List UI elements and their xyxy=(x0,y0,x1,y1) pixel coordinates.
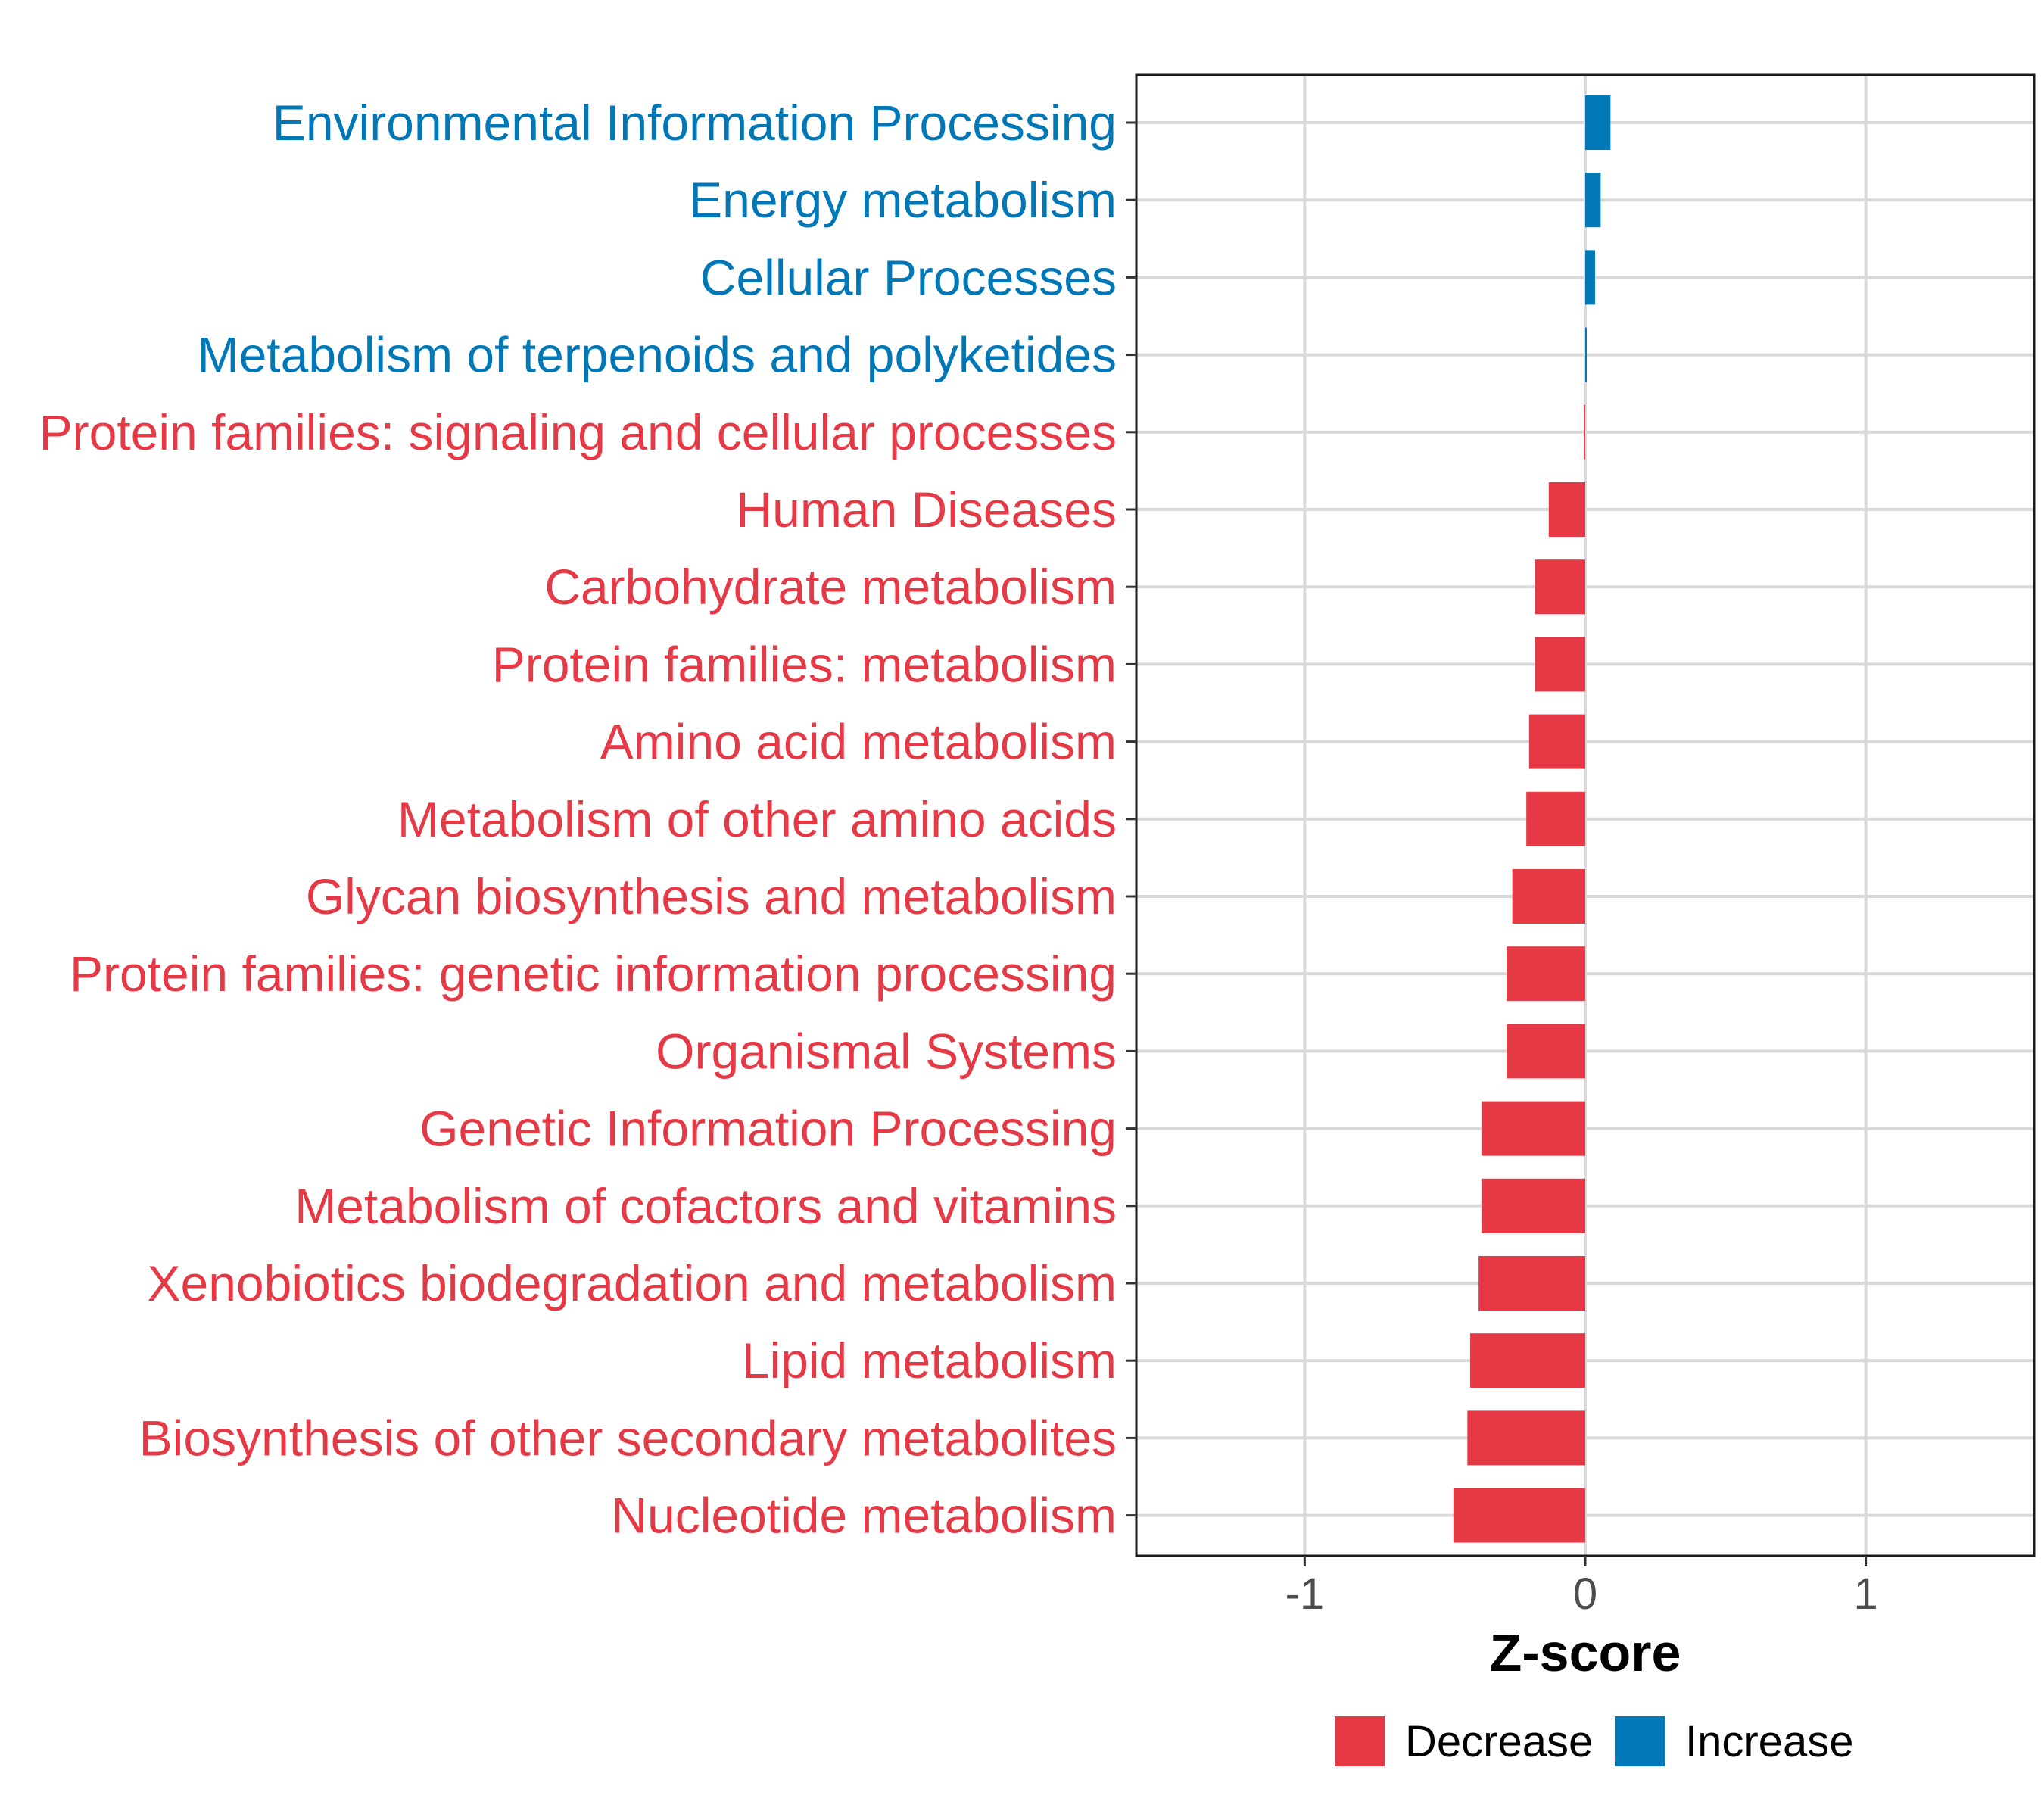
legend-key xyxy=(1615,1716,1665,1766)
bar xyxy=(1507,1024,1585,1079)
bar xyxy=(1481,1178,1585,1233)
legend: Decrease Increase xyxy=(1335,1716,1853,1766)
x-tick-label: -1 xyxy=(1285,1569,1325,1619)
x-axis-title: Z-score xyxy=(1490,1623,1681,1682)
x-tick-label: 1 xyxy=(1853,1569,1877,1619)
category-label: Metabolism of other amino acids xyxy=(397,791,1117,847)
bar xyxy=(1535,559,1585,615)
category-label: Environmental Information Processing xyxy=(273,95,1117,151)
category-label: Energy metabolism xyxy=(689,172,1117,228)
category-label: Carbohydrate metabolism xyxy=(544,559,1117,615)
category-label: Cellular Processes xyxy=(700,249,1117,305)
bar xyxy=(1512,869,1585,924)
category-label: Organismal Systems xyxy=(656,1023,1117,1079)
legend-key xyxy=(1335,1716,1385,1766)
bar xyxy=(1470,1333,1585,1388)
bar xyxy=(1584,404,1585,460)
category-label: Xenobiotics biodegradation and metabolis… xyxy=(148,1255,1117,1311)
x-axis: -1 0 1 xyxy=(1285,1556,1878,1619)
bar xyxy=(1585,327,1587,382)
bar xyxy=(1481,1101,1585,1156)
category-label: Protein families: signaling and cellular… xyxy=(39,404,1117,460)
bar xyxy=(1535,637,1585,692)
category-label: Protein families: genetic information pr… xyxy=(70,946,1117,1002)
bar xyxy=(1453,1488,1585,1543)
category-label: Metabolism of terpenoids and polyketides xyxy=(198,327,1117,383)
bar xyxy=(1528,714,1585,769)
category-label: Nucleotide metabolism xyxy=(611,1488,1117,1544)
category-label: Genetic Information Processing xyxy=(419,1101,1117,1157)
bar-layer xyxy=(1453,95,1611,1543)
bar xyxy=(1548,482,1585,537)
bar xyxy=(1526,791,1585,846)
bar xyxy=(1585,95,1611,150)
bar xyxy=(1585,173,1601,228)
category-label: Human Diseases xyxy=(736,482,1117,538)
bar xyxy=(1585,250,1595,305)
y-axis xyxy=(1126,121,1136,1517)
category-label: Biosynthesis of other secondary metaboli… xyxy=(139,1410,1117,1466)
bar xyxy=(1478,1256,1585,1311)
legend-label: Increase xyxy=(1685,1717,1853,1766)
category-label: Glycan biosynthesis and metabolism xyxy=(306,868,1117,924)
category-label: Protein families: metabolism xyxy=(492,636,1117,692)
legend-label: Decrease xyxy=(1405,1717,1593,1766)
category-label: Metabolism of cofactors and vitamins xyxy=(294,1178,1117,1234)
category-label: Amino acid metabolism xyxy=(600,714,1117,770)
category-labels: Environmental Information Processing Ener… xyxy=(39,95,1117,1544)
bar xyxy=(1467,1410,1585,1466)
category-label: Lipid metabolism xyxy=(742,1332,1117,1388)
bar xyxy=(1507,946,1585,1002)
x-tick-label: 0 xyxy=(1573,1569,1597,1619)
